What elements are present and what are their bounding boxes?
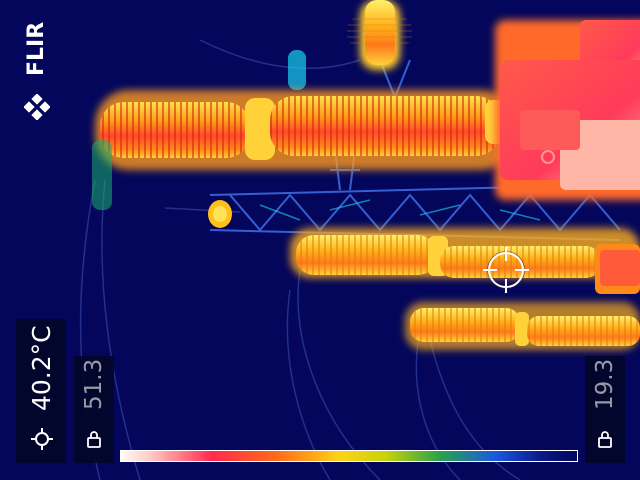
flir-logo: FLIR <box>22 21 52 120</box>
spot-temperature-value: 40.2°C <box>27 325 56 411</box>
crosshair-icon[interactable] <box>483 247 529 293</box>
scale-min-panel[interactable] <box>585 356 625 463</box>
scale-max-panel[interactable] <box>74 356 114 463</box>
color-scale-bar <box>120 450 578 462</box>
lock-icon[interactable] <box>597 430 613 448</box>
scale-max-value: 51.3 <box>81 358 107 410</box>
scale-min-value: 19.3 <box>592 358 618 410</box>
spotmeter-icon <box>31 428 53 450</box>
lock-icon[interactable] <box>86 430 102 448</box>
flir-logo-icon <box>24 94 50 120</box>
logo-text: FLIR <box>24 21 49 76</box>
spot-temperature-panel <box>16 319 66 463</box>
